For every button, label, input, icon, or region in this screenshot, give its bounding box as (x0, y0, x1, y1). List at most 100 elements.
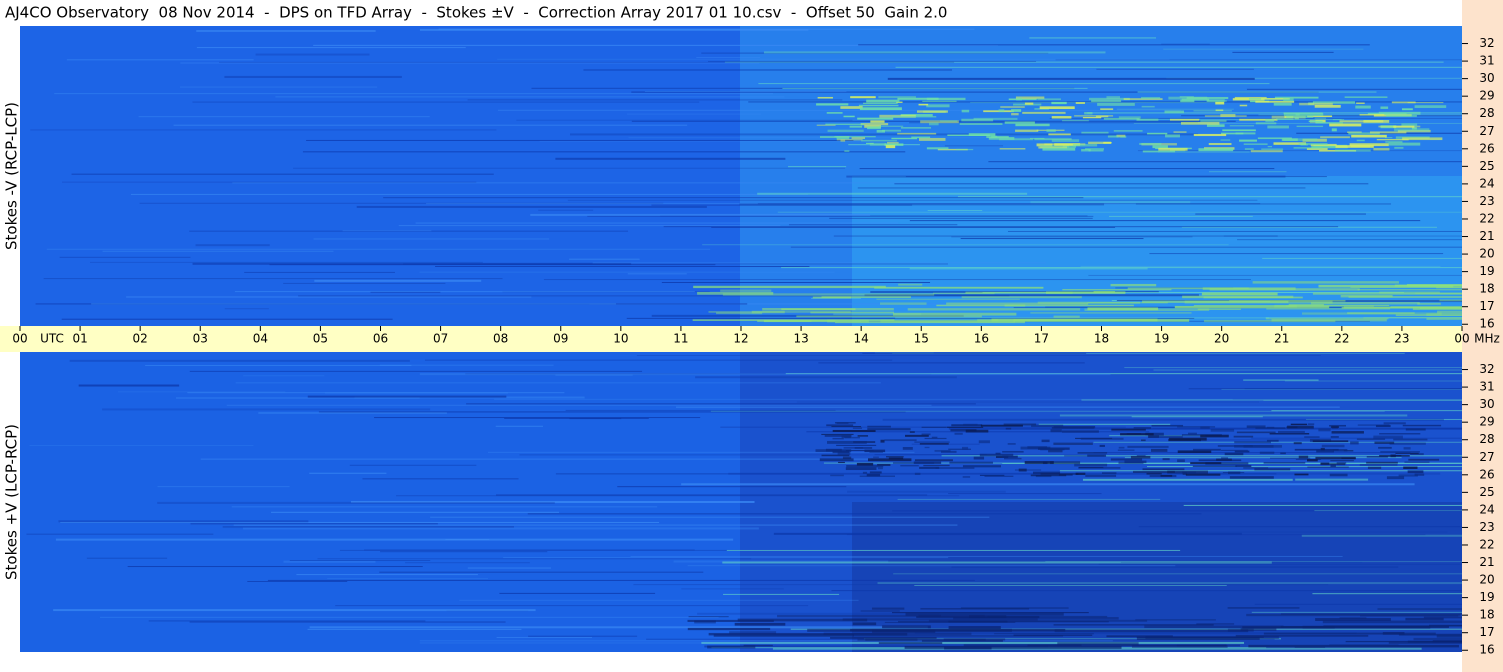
burst (1169, 437, 1207, 441)
burst (878, 125, 904, 127)
striation (1082, 478, 1293, 481)
burst (1097, 103, 1135, 106)
burst (1205, 462, 1249, 465)
burst (1394, 146, 1404, 149)
striation (46, 248, 711, 250)
striation (874, 454, 987, 456)
burst (1359, 114, 1385, 116)
low-band (713, 634, 854, 637)
striation (1251, 611, 1462, 613)
burst (922, 100, 957, 102)
burst (1308, 120, 1323, 123)
burst (1401, 108, 1413, 111)
burst (1307, 466, 1349, 468)
striation (757, 203, 1261, 205)
low-band (697, 291, 774, 295)
burst (1341, 457, 1356, 459)
low-band (860, 610, 900, 612)
burst (1120, 433, 1154, 436)
striation (617, 486, 847, 488)
low-band (928, 619, 1148, 622)
burst (873, 456, 879, 458)
burst (940, 450, 957, 453)
x-tick-label: 03 (193, 332, 208, 346)
striation (1124, 457, 1402, 459)
x-tick-label: 11 (673, 332, 688, 346)
low-band (852, 622, 877, 626)
burst (1220, 114, 1236, 117)
chart-title: AJ4CO Observatory 08 Nov 2014 - DPS on T… (5, 4, 947, 22)
burst (1177, 459, 1185, 462)
low-band (1087, 302, 1168, 304)
burst (914, 459, 953, 462)
striation (60, 521, 660, 523)
burst (844, 150, 850, 152)
burst (1339, 120, 1384, 123)
y-tick-label: 25 (1479, 485, 1494, 499)
burst (1173, 131, 1187, 133)
burst (846, 464, 884, 468)
striation (180, 86, 378, 88)
low-band (1087, 307, 1159, 311)
burst (1286, 115, 1314, 118)
burst (886, 456, 904, 458)
burst (926, 97, 966, 101)
striation (1049, 117, 1462, 119)
burst (1193, 110, 1232, 112)
striation (697, 612, 940, 615)
burst (1255, 100, 1295, 103)
burst (1243, 467, 1269, 469)
burst (1234, 441, 1271, 444)
striation (296, 574, 478, 576)
striation (189, 370, 643, 372)
striation (243, 375, 325, 377)
burst (1015, 123, 1050, 127)
y-tick-label: 32 (1479, 362, 1494, 376)
burst (1265, 119, 1275, 122)
burst (832, 437, 844, 440)
burst (1222, 129, 1256, 132)
low-band (892, 612, 1089, 614)
burst (929, 122, 939, 126)
striation (102, 408, 431, 411)
striation (66, 59, 254, 61)
low-band (1013, 634, 1093, 636)
burst (1181, 471, 1196, 474)
x-tick-label: 16 (974, 332, 989, 346)
low-band (936, 304, 1134, 307)
burst (998, 109, 1005, 113)
striation (555, 374, 633, 376)
low-band (1004, 304, 1026, 307)
striation (895, 317, 1269, 319)
striation (847, 490, 1006, 493)
burst (1331, 431, 1364, 434)
burst (1283, 98, 1294, 102)
striation (1161, 43, 1210, 45)
low-band (1377, 608, 1462, 611)
burst (1306, 147, 1328, 150)
burst (1075, 102, 1085, 104)
low-band (729, 631, 777, 634)
burst (838, 461, 845, 464)
burst (1141, 105, 1155, 108)
burst (866, 99, 900, 103)
striation (1030, 201, 1191, 204)
burst (1293, 442, 1302, 445)
burst (979, 474, 1005, 476)
y-tick-label: 26 (1479, 141, 1494, 155)
burst (864, 125, 881, 128)
striation (1007, 230, 1462, 232)
striation (1059, 414, 1408, 417)
burst (841, 435, 851, 439)
burst (1081, 131, 1109, 134)
burst (1356, 139, 1365, 142)
striation (190, 523, 438, 525)
low-band (720, 289, 772, 292)
burst (843, 115, 855, 118)
burst (1027, 446, 1048, 449)
burst (1234, 450, 1250, 453)
striation (1059, 470, 1462, 472)
striation (99, 616, 719, 618)
y-tick-label: 26 (1479, 467, 1494, 481)
